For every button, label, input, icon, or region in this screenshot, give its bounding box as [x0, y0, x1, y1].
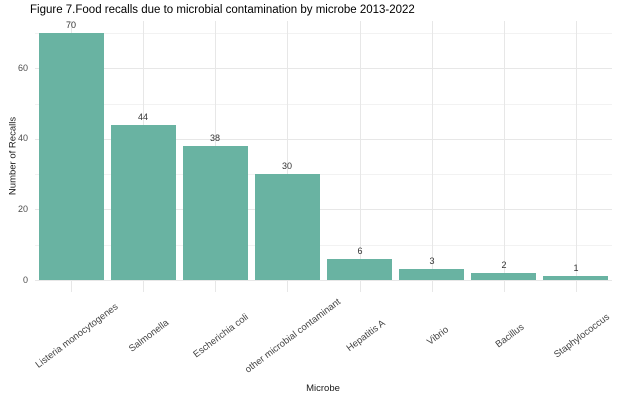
gridline-h-minor: [35, 104, 612, 105]
y-tick-label: 60: [17, 63, 28, 73]
bar-bacillus: [471, 273, 536, 280]
gridline-v: [432, 21, 433, 292]
x-tick-label: Escherichia coli: [191, 311, 251, 361]
gridline-v: [504, 21, 505, 292]
x-tick-label: Listeria monocytogenes: [33, 301, 121, 371]
gridline-v: [360, 21, 361, 292]
gridline-h-minor: [35, 174, 612, 175]
gridline-v: [576, 21, 577, 292]
bar-salmonella: [111, 125, 176, 280]
bar-hepatitis-a: [327, 259, 392, 280]
bar-escherichia-coli: [183, 146, 248, 280]
plot-panel: 70 44 38 30 6 3 2 1: [35, 20, 612, 292]
bar-value-label: 30: [281, 161, 293, 171]
bar-value-label: 38: [209, 133, 221, 143]
x-tick-label: Salmonella: [126, 317, 172, 355]
bar-staphylococcus: [543, 276, 608, 280]
y-tick-label: 20: [17, 204, 28, 214]
x-tick-label: Bacillus: [493, 321, 527, 351]
x-tick-label: Staphylococcus: [552, 311, 612, 361]
gridline-h-major: [35, 280, 612, 281]
bar-value-label: 70: [65, 20, 77, 30]
bar-value-label: 2: [501, 260, 507, 270]
x-tick-label: Hepatitis A: [344, 317, 388, 355]
x-tick-label: Vibrio: [425, 324, 451, 348]
y-tick-label: 40: [17, 133, 28, 143]
bar-value-label: 6: [357, 246, 363, 256]
y-axis-title: Number of Recalls: [7, 116, 19, 196]
gridline-h-major: [35, 68, 612, 69]
bar-value-label: 3: [429, 256, 435, 266]
bar-vibrio: [399, 269, 464, 280]
x-axis-title: Microbe: [306, 383, 340, 394]
bar-value-label: 44: [137, 112, 149, 122]
gridline-h-minor: [35, 33, 612, 34]
x-tick-label: other microbial contaminant: [243, 296, 343, 376]
gridline-v: [287, 21, 288, 292]
gridline-h-major: [35, 209, 612, 210]
gridline-h-major: [35, 139, 612, 140]
bar-listeria-monocytogenes: [39, 33, 104, 280]
y-tick-label: 0: [22, 275, 28, 285]
bar-other-microbial-contaminant: [255, 174, 320, 280]
bar-value-label: 1: [573, 263, 579, 273]
chart-title: Figure 7.Food recalls due to microbial c…: [30, 4, 415, 16]
gridline-h-minor: [35, 245, 612, 246]
